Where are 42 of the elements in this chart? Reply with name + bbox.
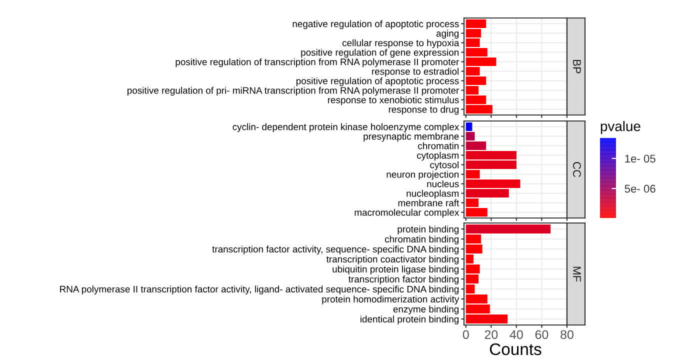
y-tick-label: transcription coactivator binding [326, 256, 459, 264]
y-tick-label: protein homodimerization activity [322, 296, 460, 304]
y-tick-label: positive regulation of apoptotic process [296, 77, 459, 86]
y-tick-label: cellular response to hypoxia [342, 39, 460, 48]
x-tick-label: 40 [510, 330, 523, 340]
y-tick-label: identical protein binding [360, 316, 459, 324]
y-tick-label: response to estradiol [372, 68, 459, 77]
y-tick-label: protein binding [398, 226, 459, 234]
x-tick-label: 0 [462, 330, 469, 340]
y-tick-label: aging [436, 30, 459, 39]
y-tick-label: positive regulation of gene expression [301, 48, 459, 58]
color-bar-label: 1e- 05 [625, 154, 656, 163]
text: MF [573, 266, 581, 282]
y-tick-label: response to drug [388, 106, 459, 115]
y-tick-label: transcription factor activity, sequence- specific DNA binding [212, 246, 459, 254]
color-bar-label: 5e- 06 [624, 184, 656, 193]
y-tick-label: chromatin [418, 142, 459, 150]
y-tick-label: cytosol [430, 161, 459, 170]
y-tick-label: response to xenobiotic stimulus [328, 96, 459, 106]
x-tick-label: 80 [560, 330, 574, 340]
x-tick-label: 60 [535, 330, 548, 340]
y-tick-label: macromolecular complex [354, 208, 460, 218]
x-tick-label: 20 [484, 330, 498, 340]
y-tick-label: presynaptic membrane [364, 132, 459, 142]
y-tick-label: chromatin binding [384, 236, 459, 244]
y-tick-label: nucleus [427, 180, 459, 188]
y-tick-label: ubiquitin protein ligase binding [332, 266, 459, 274]
text: BP [573, 60, 581, 74]
y-tick-label: enzyme binding [393, 306, 459, 314]
y-tick-label: cyclin- dependent protein kinase holoenzyme complex [232, 123, 460, 132]
y-tick-label: RNA polymerase II transcription factor activity, ligand- activated sequence- specific DNA binding [60, 286, 459, 294]
y-tick-label: membrane raft [398, 199, 460, 206]
y-tick-label: neuron projection [386, 170, 459, 180]
color-bar-title: pvalue [600, 120, 640, 134]
x-axis-title: Counts [490, 343, 542, 356]
y-tick-label: positive regulation of transcription from RNA polymerase II promoter [176, 58, 459, 68]
y-tick-label: nucleoplasm [406, 190, 459, 199]
y-tick-label: positive regulation of pri- miRNA transcription from RNA polymerase II promoter [128, 86, 459, 96]
y-tick-label: transcription factor binding [348, 276, 459, 284]
text: CC [573, 162, 581, 178]
y-tick-label: negative regulation of apoptotic process [292, 20, 459, 30]
y-tick-label: cytoplasm [417, 152, 459, 161]
